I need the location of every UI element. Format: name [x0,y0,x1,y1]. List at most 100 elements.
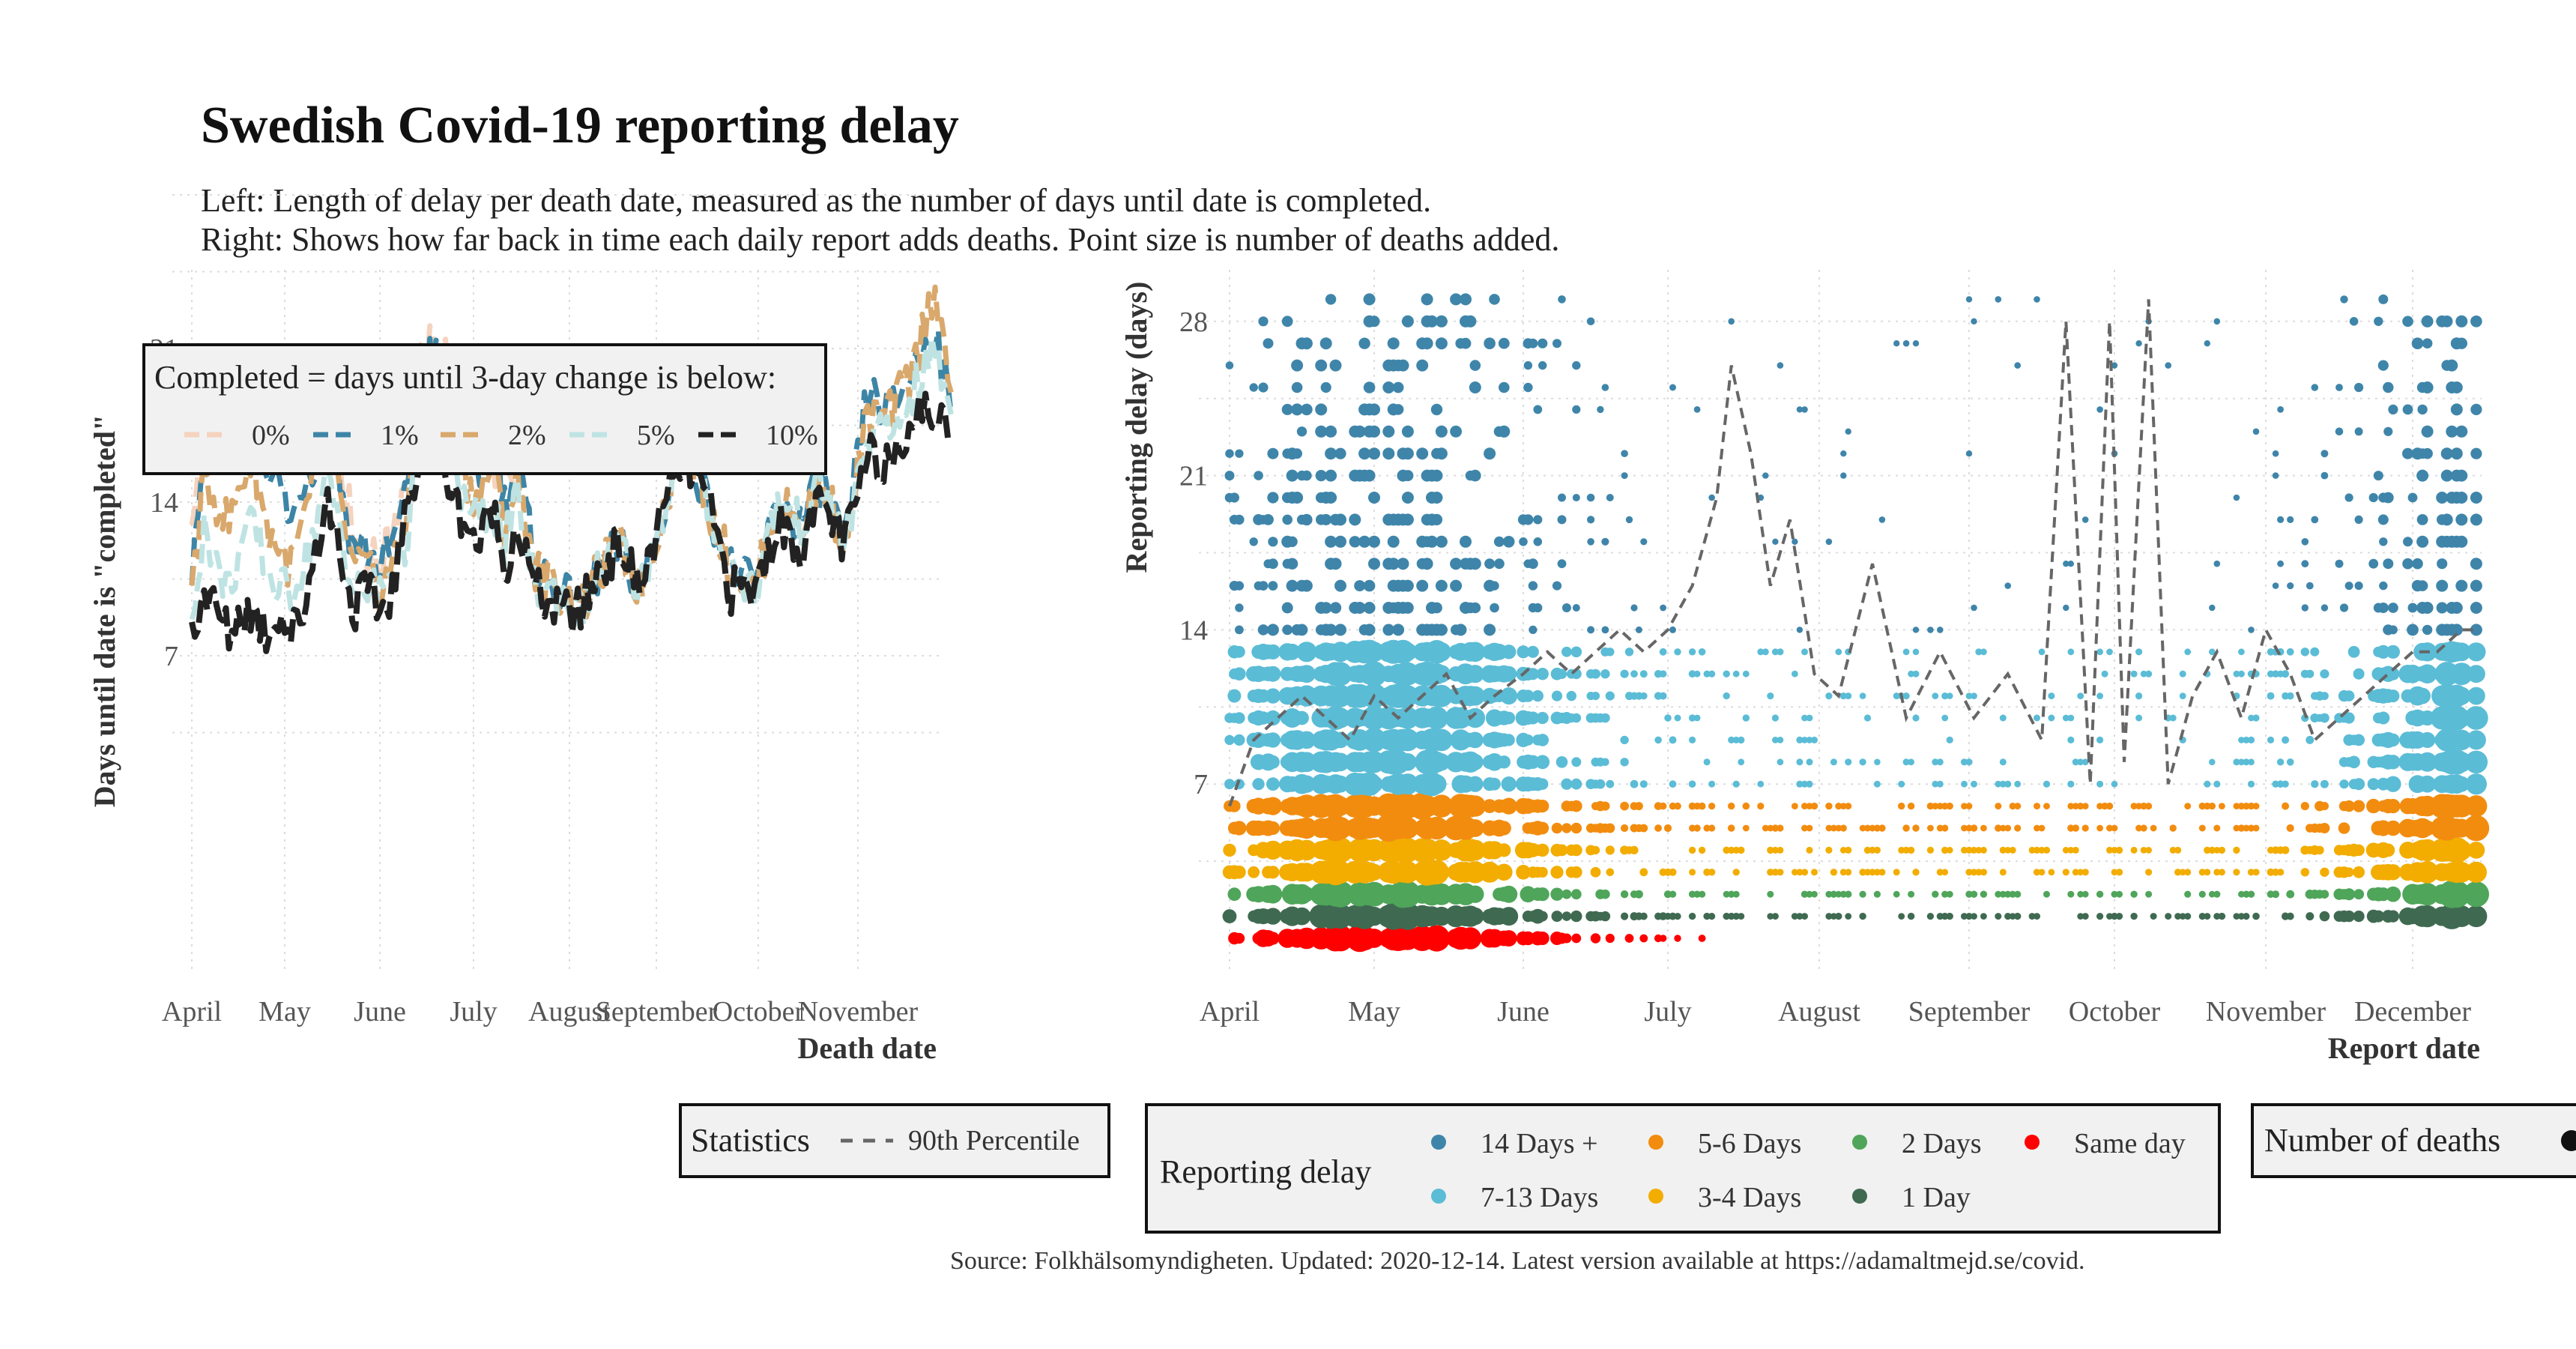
scatter-point [2111,869,2118,876]
scatter-point [1315,470,1327,482]
scatter-point [1570,889,1582,900]
scatter-point [1368,425,1380,438]
scatter-point [2385,820,2401,836]
scatter-point [2464,706,2488,730]
scatter-point [2267,736,2275,744]
scatter-point [1361,728,1387,752]
scatter-point [1674,648,1681,656]
scatter-point [1550,866,1564,879]
scatter-point [1907,802,1915,810]
scatter-point [1792,670,1798,677]
scatter-point [1703,912,1711,920]
scatter-point [1234,514,1245,525]
scatter-point [1361,661,1387,686]
scatter-point [1669,868,1677,876]
scatter-point [2281,846,2290,854]
scatter-point [1320,513,1332,525]
right-x-tick-label: July [1644,996,1691,1027]
scatter-point [1427,774,1447,794]
scatter-point [2208,890,2216,898]
scatter-point [1469,360,1481,371]
scatter-point [2169,846,2177,854]
scatter-point [1912,824,1920,832]
scatter-point [1349,536,1361,548]
scatter-point [1416,579,1429,592]
scatter-point [1561,911,1572,921]
scatter-point [1493,536,1505,547]
reporting-delay-legend-key [1648,1189,1663,1204]
scatter-point [1295,624,1308,636]
scatter-point [2248,714,2255,722]
left-x-tick-label: May [258,996,311,1027]
left-x-tick-label: October [713,996,805,1027]
scatter-point [2004,780,2012,788]
scatter-point [2377,360,2389,371]
scatter-point [1873,824,1881,832]
scatter-point [2004,582,2011,589]
scatter-point [2150,913,2157,920]
scatter-point [2034,803,2040,810]
scatter-point [1368,316,1380,328]
scatter-point [1397,861,1419,884]
scatter-point [1537,778,1549,790]
scatter-point [1908,890,1915,898]
scatter-point [1961,846,1968,854]
scatter-point [1830,869,1838,876]
scatter-point [1358,447,1371,460]
scatter-point [1621,450,1628,457]
scatter-point [1640,692,1648,700]
scatter-point [1315,425,1328,438]
scatter-point [2376,645,2390,659]
scatter-point [2077,692,2084,699]
scatter-point [1402,602,1414,614]
scatter-point [1464,795,1487,817]
scatter-point [1484,447,1496,460]
scatter-point [1561,778,1573,790]
scatter-point [1233,645,1245,658]
scatter-point [1430,492,1443,504]
scatter-point [1433,665,1451,683]
scatter-point [1327,837,1354,863]
scatter-point [2077,913,2084,920]
scatter-point [1971,780,1977,788]
scatter-point [2111,847,2118,854]
scatter-point [2388,404,2398,415]
scatter-point [1912,714,1920,722]
scatter-point [2470,513,2482,526]
scatter-point [2417,752,2437,772]
scatter-point [1353,425,1366,438]
scatter-point [2377,603,2389,613]
scatter-point [1869,824,1876,832]
scatter-point [2467,665,2485,683]
reporting-delay-legend-title: Reporting delay [1160,1153,1371,1190]
scatter-point [1557,559,1567,569]
scatter-point [2252,803,2260,810]
scatter-point [2320,450,2329,458]
scatter-point [2062,714,2069,722]
scatter-point [2218,846,2226,854]
scatter-point [1361,881,1387,907]
scatter-point [1556,669,1567,679]
scatter-point [2340,295,2348,304]
scatter-point [1999,890,2007,898]
scatter-point [1363,602,1376,614]
scatter-point [1796,913,1803,920]
scatter-point [1363,624,1376,636]
scatter-point [2077,869,2084,876]
reporting-delay-legend-label: 7-13 Days [1481,1182,1598,1213]
scatter-point [1315,403,1328,416]
scatter-point [2048,714,2055,722]
scatter-point [2286,758,2294,766]
scatter-point [1806,824,1813,832]
scatter-point [1606,868,1615,877]
scatter-point [2450,381,2463,393]
scatter-point [2353,866,2365,878]
scatter-point [2213,869,2221,876]
scatter-point [2276,869,2285,876]
scatter-point [2347,645,2360,658]
scatter-point [2237,803,2245,810]
scatter-point [1835,890,1842,898]
scatter-point [2096,780,2104,788]
scatter-point [1382,624,1395,636]
scatter-point [1490,581,1499,591]
